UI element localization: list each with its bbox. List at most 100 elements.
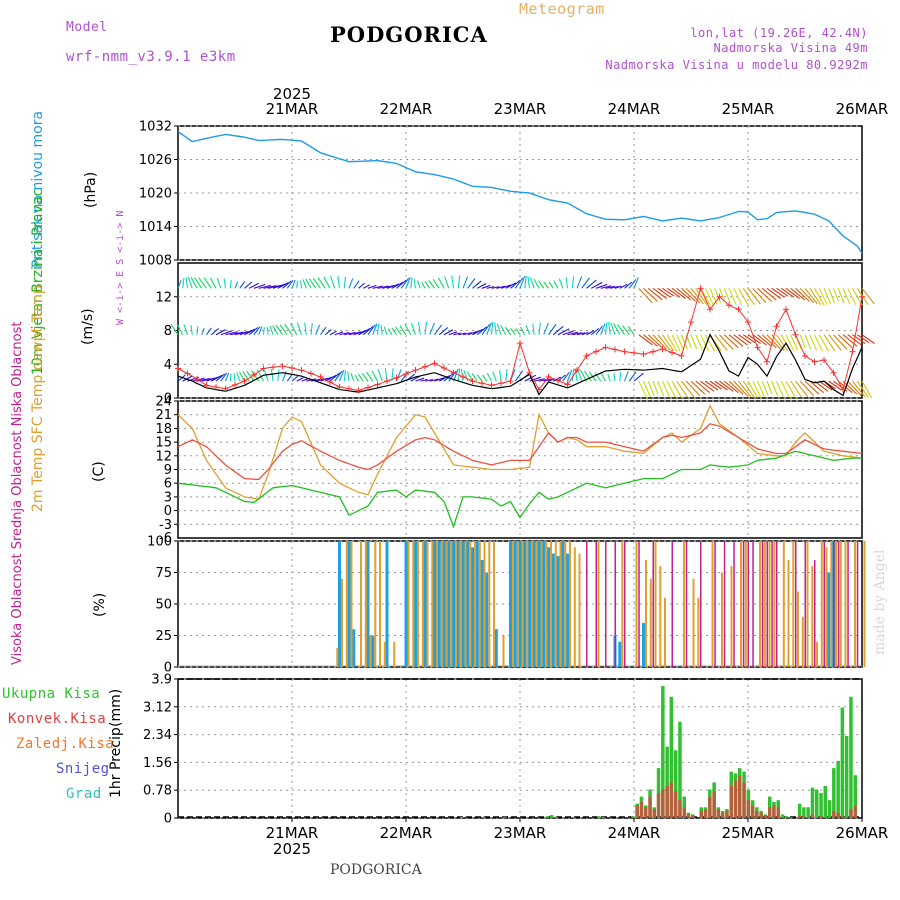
low-cloud-bar [614,541,616,667]
wind-gust-marker [707,306,713,313]
mid-cloud-bar [740,541,742,667]
x-tick-label-top: 21MAR [266,100,319,118]
wind-arrow [776,287,789,297]
high-cloud-bar [442,541,446,667]
wind-gust-marker [279,362,286,369]
wind-arrow [305,278,312,289]
total-precip-bar [601,816,605,818]
wind-arrow [481,323,491,336]
wind-arrow [215,329,226,336]
wind-arrow [337,276,341,289]
wind-arrow [272,283,286,289]
mid-cloud-bar [839,541,842,667]
wind-arrow [304,322,307,335]
low-cloud-bar [624,541,626,667]
wind-gust-marker [175,365,181,372]
wind-arrow [500,284,512,289]
wind-arrow [413,278,417,289]
conv-precip-bar [810,814,815,818]
wind-arrow [714,288,722,304]
wind-arrow [614,285,622,289]
wind-arrow [291,375,299,382]
total-precip-bar [669,696,674,818]
y-tick-label: 9 [164,463,172,478]
mid-cloud-bar [782,541,785,667]
product-label: Meteogram [519,0,605,18]
mid-cloud-bar [792,541,795,667]
wind-gust-marker [298,367,305,374]
wind-gust-marker [450,369,457,376]
wind-arrow [795,380,809,398]
mid-cloud-bar [797,591,799,667]
high-cloud-bar [480,559,484,667]
wind-arrow [638,287,653,304]
wind-arrow [258,284,272,289]
wind-arrow [353,280,360,289]
wind-arrow [476,326,488,336]
high-cloud-bar [385,541,389,667]
wind-arrow [742,380,755,398]
wind-arrow [610,285,619,289]
wind-arrow [209,277,217,289]
wind-arrow [671,380,683,399]
wind-arrow [496,285,506,289]
wind-arrow [270,368,274,382]
legend-hail: Grad [66,786,102,802]
high-cloud-bar [618,641,622,667]
wind-arrow [733,334,748,346]
wind-arrow [302,279,307,289]
wind-gust-marker [564,381,571,388]
wind-arrow [566,369,573,382]
y-tick-label: 6 [164,477,172,492]
wind-arrow [676,334,685,351]
wind-gust-marker [764,358,770,365]
wind-arrow [296,377,304,382]
mid-cloud-bar [417,541,419,667]
y-tick-label: 21 [155,408,172,423]
wind-arrow [399,325,407,336]
wind-arrow [251,370,260,382]
y-tick-label: 2.34 [143,728,172,743]
mid-cloud-bar [773,541,776,667]
wind-arrow [244,281,253,289]
y-tick-label: 15 [155,436,172,451]
low-cloud-bar [814,559,816,667]
wind-arrow [395,326,402,336]
wind-gust-marker [574,367,580,374]
wind-arrow [476,374,483,382]
mid-cloud-bar [493,541,495,667]
wind-arrow [196,326,199,335]
wind-arrow [282,280,292,289]
wind-gust-marker [631,349,637,356]
wind-arrow [286,279,294,289]
y-tick-label: 50 [155,598,172,613]
wind-arrow [275,324,283,336]
wind-arrow [405,277,411,289]
conv-precip-bar [725,810,729,818]
wind-arrow [766,287,781,299]
conv-precip-bar [691,815,695,818]
model-label: Model [66,20,108,35]
conv-precip-bar [682,807,686,818]
x-tick-label-top: 25MAR [722,100,775,118]
wind-arrow [467,371,473,382]
wind-gust-marker [488,382,495,389]
wind-arrow [210,374,223,382]
wind-arrow [809,380,825,394]
wind-arrow [818,334,830,352]
wind-arrow [177,279,182,289]
wind-gust-marker [260,365,267,372]
wind-gust-marker [393,374,400,381]
conv-precip-bar [853,805,857,818]
mid-cloud-bar [445,541,448,667]
wind-gust-marker [621,348,628,355]
wind-gust-marker [669,349,675,356]
wind-arrow [647,334,663,349]
wind-arrow [432,278,440,289]
elevation-label: Nadmorska Visina 49m [713,41,868,55]
total-precip-bar [554,816,558,818]
wind-arrow [619,371,622,382]
wind-arrow [600,373,606,382]
high-cloud-bar [347,541,351,667]
x-tick-label-top: 24MAR [608,100,661,118]
